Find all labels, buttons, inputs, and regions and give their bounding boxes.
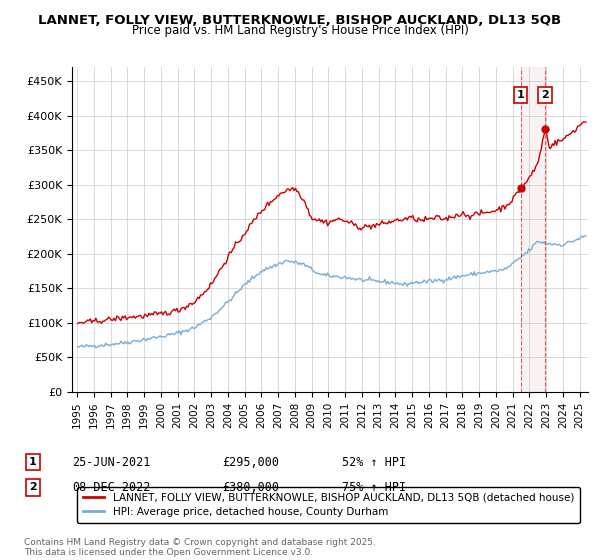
Text: Price paid vs. HM Land Registry's House Price Index (HPI): Price paid vs. HM Land Registry's House … xyxy=(131,24,469,36)
Bar xyxy=(521,67,545,392)
Text: 08-DEC-2022: 08-DEC-2022 xyxy=(72,480,151,494)
Text: Contains HM Land Registry data © Crown copyright and database right 2025.
This d: Contains HM Land Registry data © Crown c… xyxy=(24,538,376,557)
Text: 2: 2 xyxy=(29,482,37,492)
Text: 2: 2 xyxy=(541,90,549,100)
Text: £380,000: £380,000 xyxy=(222,480,279,494)
Legend: LANNET, FOLLY VIEW, BUTTERKNOWLE, BISHOP AUCKLAND, DL13 5QB (detached house), HP: LANNET, FOLLY VIEW, BUTTERKNOWLE, BISHOP… xyxy=(77,487,580,523)
Text: 75% ↑ HPI: 75% ↑ HPI xyxy=(342,480,406,494)
Text: 25-JUN-2021: 25-JUN-2021 xyxy=(72,455,151,469)
Text: 1: 1 xyxy=(517,90,524,100)
Text: LANNET, FOLLY VIEW, BUTTERKNOWLE, BISHOP AUCKLAND, DL13 5QB: LANNET, FOLLY VIEW, BUTTERKNOWLE, BISHOP… xyxy=(38,14,562,27)
Text: 1: 1 xyxy=(29,457,37,467)
Text: £295,000: £295,000 xyxy=(222,455,279,469)
Text: 52% ↑ HPI: 52% ↑ HPI xyxy=(342,455,406,469)
